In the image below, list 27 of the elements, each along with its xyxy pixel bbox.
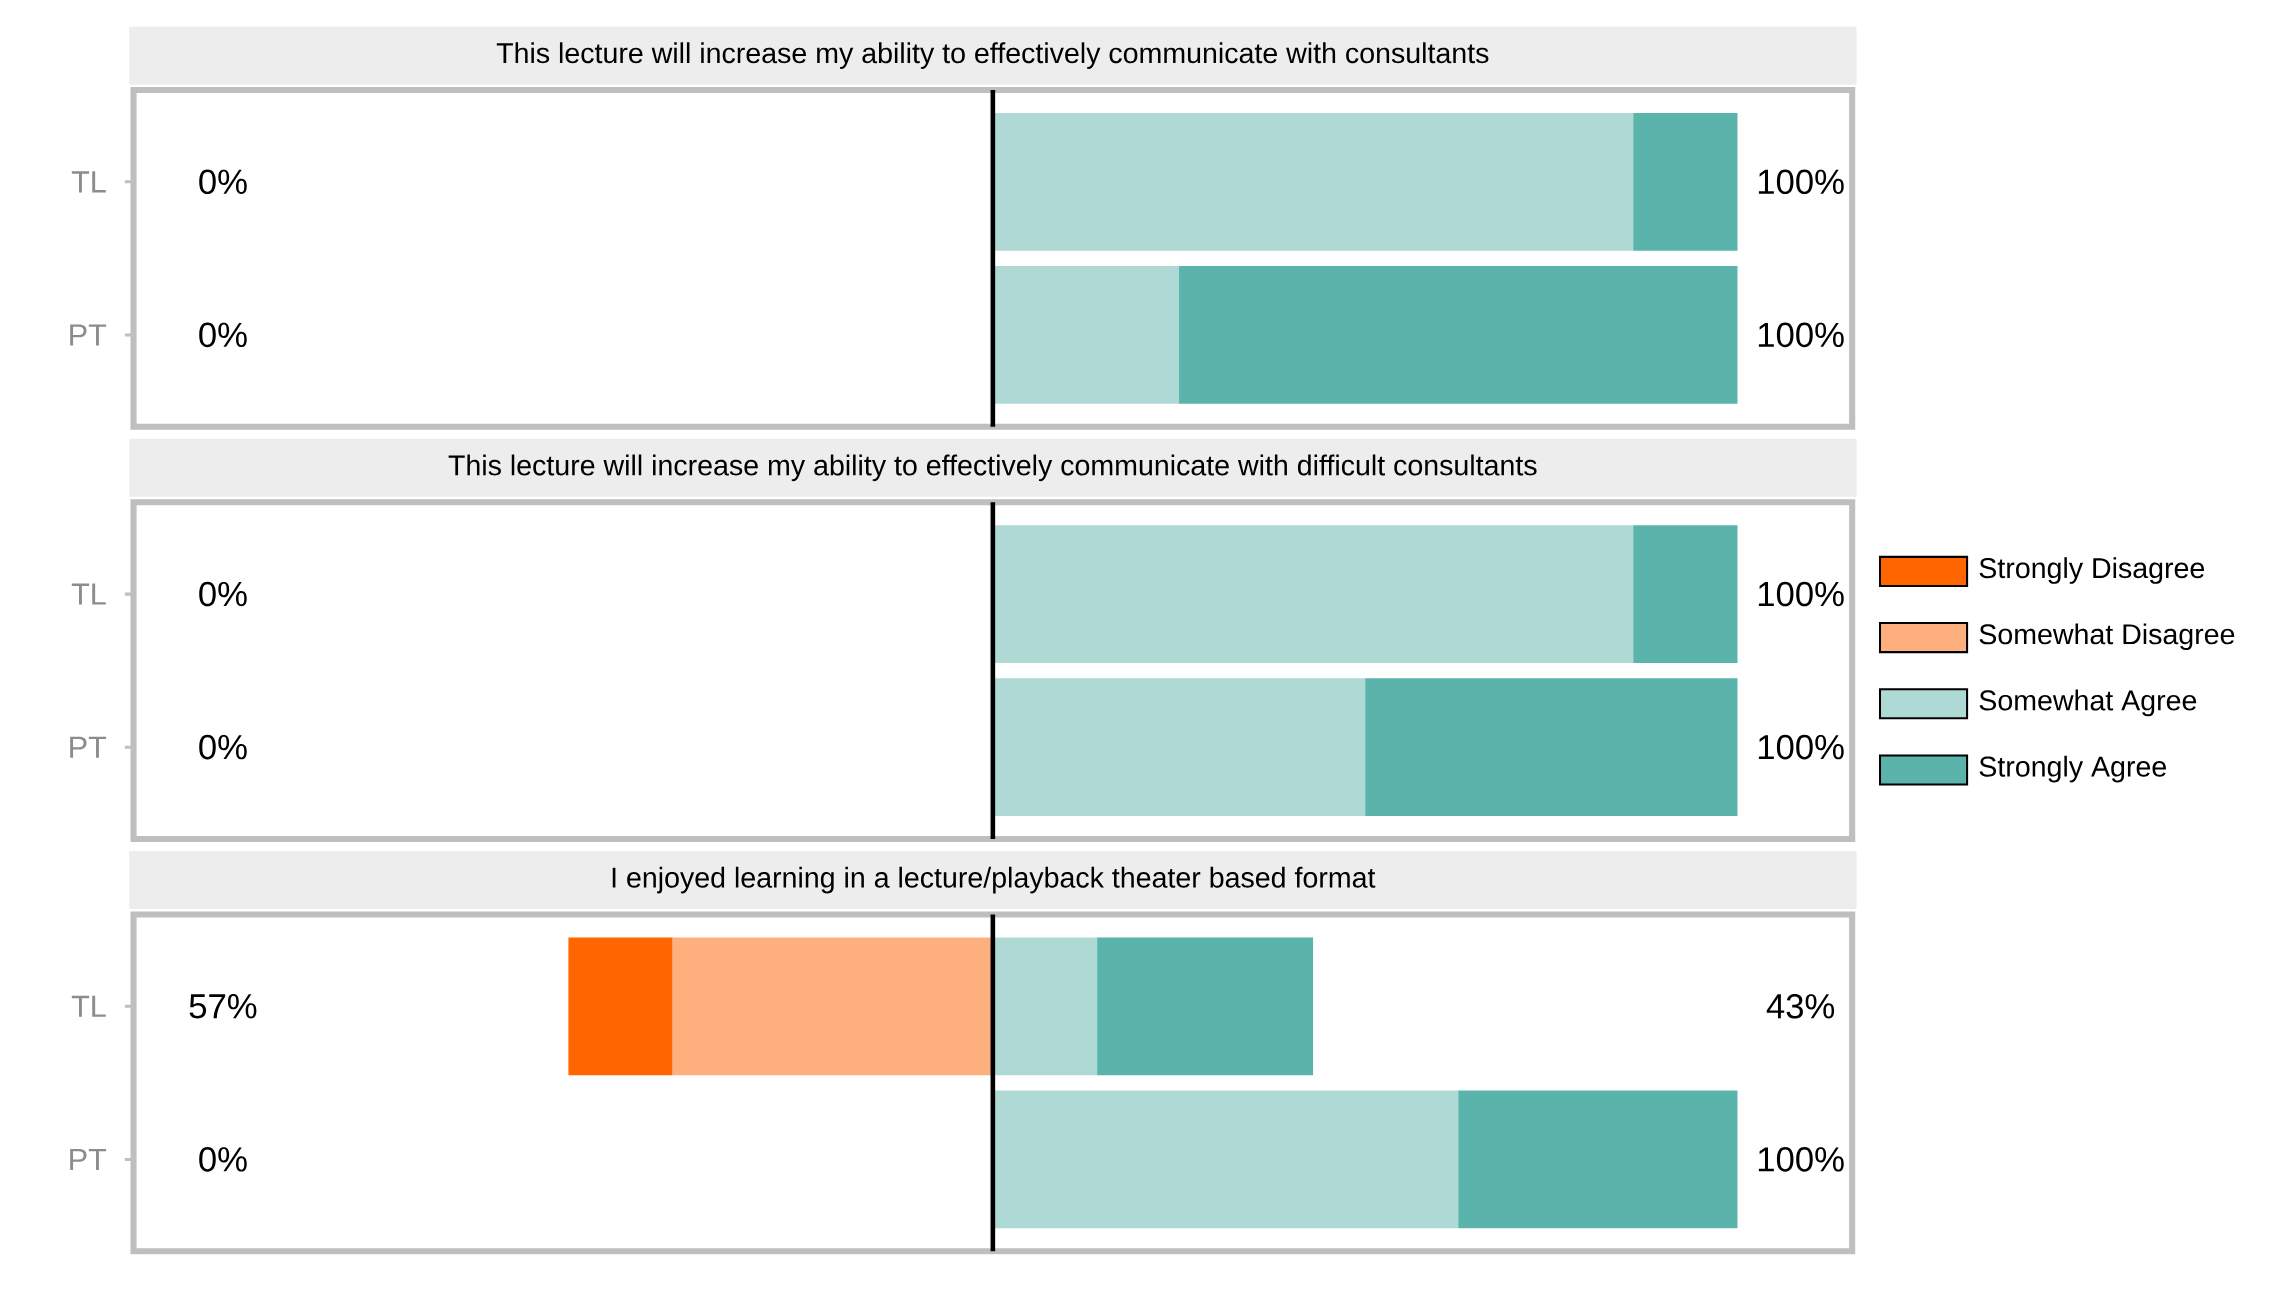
bar [1458,1090,1738,1229]
text: 0% [199,1147,247,1172]
y-tick-label: PT [70,1148,107,1170]
text: 0% [199,581,247,607]
text: 0% [199,322,247,348]
legend-label: Somewhat Agree [1979,689,2197,717]
text: 100% [1758,169,1844,195]
chart-title: This lecture will increase my ability to effectively communicate with difficult consultants [448,454,1537,482]
chart-title: This lecture will increase my ability to effectively communicate with consultants [496,42,1489,69]
text: 100% [1758,322,1844,348]
chart-title: I enjoyed learning in a lecture/playback theater based format [612,866,1376,894]
y-tick-label: TL [71,171,106,193]
legend-label: Strongly Disagree [1979,557,2205,584]
text: 100% [1758,734,1844,760]
legend-label: Somewhat Disagree [1979,623,2235,650]
text: 57% [189,994,257,1019]
y-tick-label: TL [71,995,106,1017]
text: 0% [199,169,247,195]
y-tick-label: PT [70,324,107,346]
text: 100% [1758,1147,1844,1172]
text: 43% [1766,993,1835,1019]
text: 0% [199,734,247,760]
y-tick-label: PT [70,736,107,758]
legend-label: Strongly Agree [1979,755,2166,783]
text: 100% [1758,581,1844,607]
y-tick-label: TL [71,583,106,605]
bar [1097,937,1314,1076]
